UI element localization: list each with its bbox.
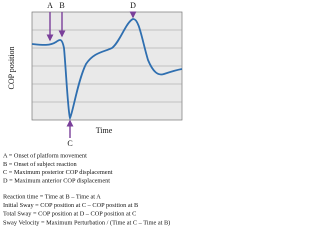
grid <box>32 29 182 103</box>
cop-curve <box>31 18 183 121</box>
marker-label: D <box>130 1 136 10</box>
marker-label: B <box>59 1 64 10</box>
definitions: A = Onset of platform movement B = Onset … <box>3 152 170 226</box>
formula: Reaction time = Time at B – Time at A <box>3 193 101 200</box>
x-axis-label: Time <box>96 126 113 135</box>
marker-label: C <box>67 139 72 148</box>
formula: Sway Velocity = Maximum Perturbation / (… <box>3 219 170 226</box>
definition: B = Onset of subject reaction <box>3 161 78 168</box>
definition: C = Maximum posterior COP displacement <box>3 169 113 176</box>
y-axis-label: COP position <box>7 46 16 89</box>
definition: D = Maximum anterior COP displacement <box>3 177 110 184</box>
definition: A = Onset of platform movement <box>3 152 87 159</box>
formula: Initial Sway = COP position at C – COP p… <box>3 202 138 209</box>
marker-label: A <box>47 1 53 10</box>
figure: A B C D COP position Time A = Onset of p… <box>3 1 183 226</box>
formula: Total Sway = COP position at D – COP pos… <box>3 211 136 218</box>
